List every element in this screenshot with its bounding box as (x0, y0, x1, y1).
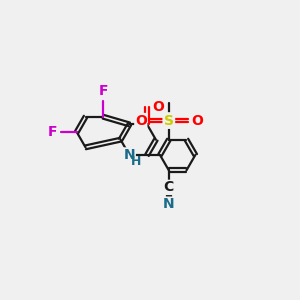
Text: O: O (152, 100, 164, 114)
Text: N: N (163, 197, 175, 211)
Text: O: O (191, 114, 203, 128)
Text: F: F (98, 84, 108, 98)
Text: C: C (164, 180, 174, 194)
Text: O: O (135, 114, 147, 128)
Text: S: S (164, 114, 174, 128)
Text: H: H (131, 155, 141, 168)
Text: N: N (124, 148, 135, 162)
Text: F: F (48, 125, 58, 139)
